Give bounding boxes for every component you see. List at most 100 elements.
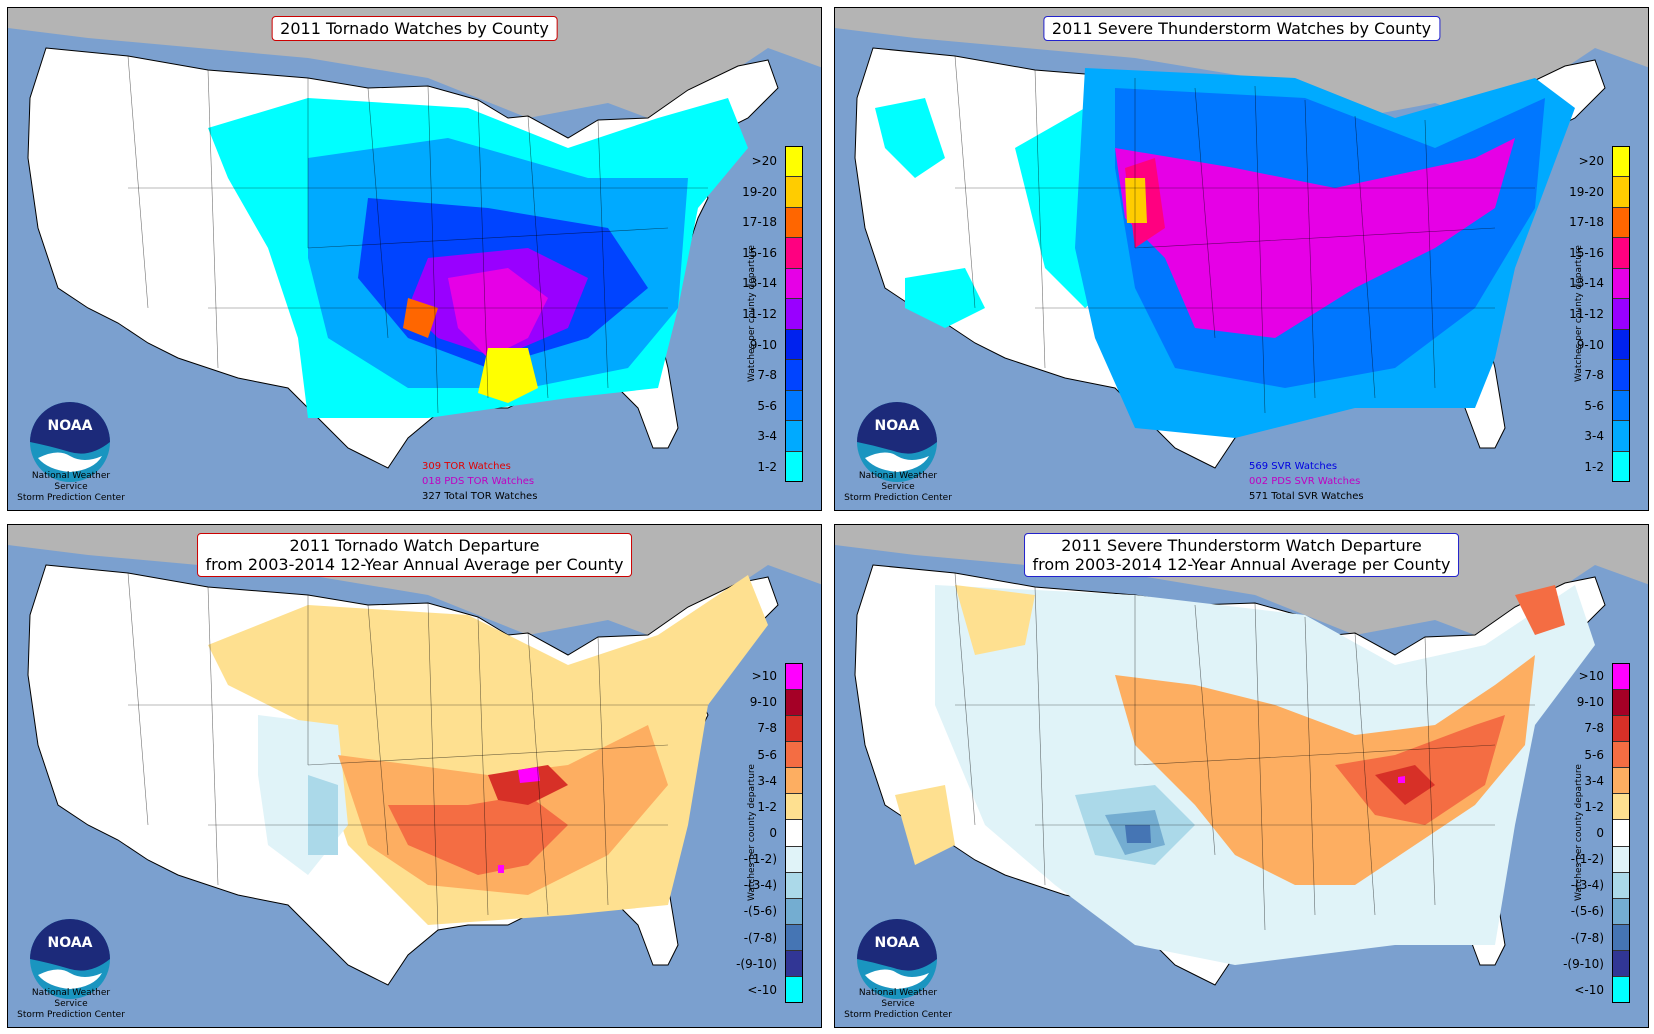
state-border xyxy=(1304,99,1316,399)
us-map xyxy=(835,525,1648,986)
noaa-logo: NOAA xyxy=(28,400,112,484)
us-map xyxy=(8,8,821,469)
legend-swatch xyxy=(1613,741,1629,768)
state-border xyxy=(367,604,389,856)
map-shading xyxy=(854,564,1606,986)
legend-swatch xyxy=(786,420,802,451)
state-border xyxy=(1354,632,1376,916)
state-border xyxy=(527,632,549,916)
legend-label: >10 xyxy=(1578,669,1604,684)
legend-swatch xyxy=(786,845,802,872)
legend-swatch xyxy=(786,949,802,976)
state-border xyxy=(1194,604,1216,856)
legend-swatch xyxy=(1613,267,1629,299)
shading-region xyxy=(875,98,945,178)
color-legend xyxy=(785,146,803,482)
shading-region xyxy=(1125,178,1147,223)
watch-counts: 569 SVR Watches 002 PDS SVR Watches 571 … xyxy=(1249,459,1364,504)
legend-swatch xyxy=(1613,689,1629,716)
svg-text:NOAA: NOAA xyxy=(875,418,920,434)
legend-label: 9-10 xyxy=(749,337,777,352)
legend-label: 5-6 xyxy=(757,747,777,762)
shading-region xyxy=(498,865,504,873)
legend-swatch xyxy=(1613,923,1629,950)
state-border xyxy=(1194,87,1216,339)
noaa-logo: NOAA xyxy=(855,917,939,1001)
legend-swatch xyxy=(786,819,802,846)
legend-axis-label: Watches per county departure xyxy=(1574,764,1584,902)
legend-label: -(1-2) xyxy=(1570,852,1604,867)
canada-landmass xyxy=(835,8,1648,118)
legend-swatch xyxy=(786,871,802,898)
noaa-logo: NOAA xyxy=(855,400,939,484)
legend-swatch xyxy=(1613,975,1629,1003)
shading-region xyxy=(478,348,538,403)
legend-swatch xyxy=(786,359,802,390)
watch-counts: 309 TOR Watches 018 PDS TOR Watches 327 … xyxy=(422,459,537,504)
legend-swatch xyxy=(786,897,802,924)
us-map xyxy=(8,525,821,986)
legend-label: 7-8 xyxy=(757,721,777,736)
legend-label: 3-4 xyxy=(1584,429,1604,444)
legend-label: 17-18 xyxy=(742,215,777,230)
shading-region xyxy=(448,268,548,358)
legend-label: 11-12 xyxy=(742,307,777,321)
org-label: National Weather Service Storm Predictio… xyxy=(17,988,125,1020)
legend-label: -(1-2) xyxy=(743,852,777,867)
color-legend xyxy=(1612,146,1630,482)
legend-label: -(7-8) xyxy=(1570,930,1604,945)
legend-axis-label: Watches per county departure xyxy=(747,245,757,383)
state-border xyxy=(367,87,389,339)
legend-swatch xyxy=(786,450,802,481)
legend-label: 13-14 xyxy=(742,276,777,291)
state-border xyxy=(307,744,669,766)
state-border xyxy=(1304,616,1316,916)
svg-text:NOAA: NOAA xyxy=(48,935,93,951)
shading-region xyxy=(308,775,338,855)
legend-swatch xyxy=(1613,767,1629,794)
state-border xyxy=(477,99,489,399)
legend-swatch xyxy=(1613,450,1629,481)
state-border xyxy=(527,115,549,399)
legend-label: 3-4 xyxy=(1584,773,1604,788)
state-border xyxy=(1034,69,1046,369)
panel-title: 2011 Severe Thunderstorm Watch Departure… xyxy=(1023,533,1460,577)
shading-region xyxy=(208,575,768,925)
shading-region xyxy=(488,765,568,805)
count-pds-tor: 018 PDS TOR Watches xyxy=(422,476,535,487)
state-border xyxy=(1134,227,1496,249)
legend-swatch xyxy=(1613,949,1629,976)
legend-label: 0 xyxy=(1596,826,1604,841)
legend-swatch xyxy=(1613,845,1629,872)
shading-region xyxy=(1375,765,1435,805)
legend-axis-label: Watches per county departure xyxy=(747,764,757,902)
legend-label: -(3-4) xyxy=(1570,878,1604,893)
legend-label: -(9-10) xyxy=(1563,956,1604,971)
legend-swatch xyxy=(786,147,802,177)
svg-text:NOAA: NOAA xyxy=(875,935,920,951)
legend-swatch xyxy=(786,715,802,742)
legend-swatch xyxy=(1613,147,1629,177)
org-label: National Weather Service Storm Predictio… xyxy=(844,988,952,1020)
panel-svr-watches: 2011 Severe Thunderstorm Watches by Coun… xyxy=(834,7,1649,511)
legend-swatch xyxy=(1613,664,1629,690)
legend-label: 3-4 xyxy=(757,429,777,444)
legend-swatch xyxy=(786,389,802,421)
legend-label: 9-10 xyxy=(1576,337,1604,352)
legend-swatch xyxy=(786,176,802,207)
state-border xyxy=(207,586,219,886)
state-border xyxy=(127,572,149,826)
count-pds-svr: 002 PDS SVR Watches xyxy=(1249,476,1361,487)
state-border xyxy=(954,55,976,309)
legend-swatch xyxy=(786,267,802,299)
state-border xyxy=(597,119,609,389)
state-border xyxy=(1134,744,1496,766)
panel-title: 2011 Severe Thunderstorm Watches by Coun… xyxy=(1042,16,1441,41)
legend-swatch xyxy=(1613,819,1629,846)
state-border xyxy=(427,602,439,931)
legend-label: 5-6 xyxy=(757,398,777,413)
canada-landmass xyxy=(8,8,821,118)
legend-swatch xyxy=(786,975,802,1003)
legend-swatch xyxy=(786,793,802,820)
panel-tor-watches: 2011 Tornado Watches by County >20 19-20 1… xyxy=(7,7,822,511)
